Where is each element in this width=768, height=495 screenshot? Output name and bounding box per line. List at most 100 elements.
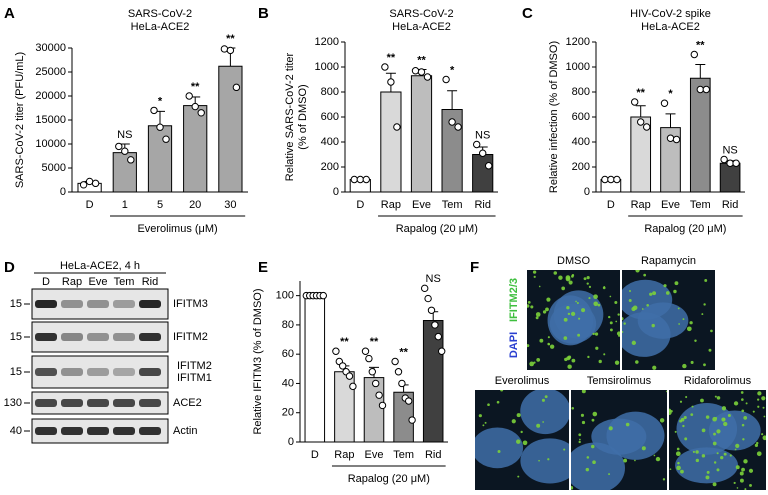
tile-label: DMSO [557, 255, 590, 267]
puncta [712, 441, 717, 446]
x-tick-label: D [311, 449, 319, 461]
bar [363, 377, 385, 443]
stain-label: DAPI [508, 332, 520, 358]
puncta [676, 447, 680, 451]
puncta [617, 313, 620, 316]
puncta [594, 332, 599, 336]
puncta [628, 299, 632, 303]
puncta [676, 465, 681, 471]
puncta [535, 312, 541, 317]
blot-band [35, 333, 57, 341]
y-tick-label: 15000 [35, 114, 66, 126]
data-point [485, 162, 493, 170]
nucleus [606, 411, 665, 460]
y-tick-label: 800 [572, 86, 590, 98]
puncta [682, 363, 687, 369]
blot-band [139, 427, 161, 435]
data-point [319, 291, 327, 300]
puncta [666, 390, 667, 393]
puncta [695, 450, 699, 454]
blot-band [113, 399, 135, 407]
data-point [185, 92, 193, 100]
bar [147, 125, 173, 193]
puncta [652, 291, 657, 296]
puncta [662, 478, 666, 481]
puncta [739, 478, 744, 483]
data-point [601, 175, 609, 184]
puncta [547, 336, 550, 339]
bar [472, 154, 494, 193]
puncta [761, 396, 766, 401]
puncta [571, 486, 574, 490]
puncta [714, 395, 717, 398]
data-point [726, 159, 734, 167]
data-point [232, 83, 241, 92]
puncta [565, 275, 571, 280]
data-point [438, 347, 446, 355]
puncta [482, 424, 485, 427]
puncta [586, 282, 589, 285]
data-point [434, 332, 442, 341]
puncta [678, 323, 681, 325]
nucleus [520, 390, 569, 435]
blot-band [35, 427, 57, 435]
data-point [660, 99, 669, 107]
y-tick-label: 20 [282, 407, 294, 419]
puncta [564, 357, 568, 362]
data-point [391, 357, 399, 366]
puncta [570, 311, 576, 317]
significance-label: NS [475, 129, 490, 141]
puncta [609, 328, 613, 332]
puncta [635, 270, 640, 273]
data-point [454, 123, 462, 131]
puncta [682, 424, 685, 428]
puncta [581, 390, 586, 394]
puncta [675, 451, 681, 457]
micrograph [622, 270, 715, 370]
puncta [530, 305, 534, 309]
data-point [339, 362, 347, 370]
nucleus [520, 438, 569, 484]
data-point [631, 98, 639, 106]
puncta [566, 306, 570, 310]
puncta [609, 321, 613, 325]
puncta [542, 421, 544, 423]
puncta [727, 413, 731, 417]
data-point [349, 382, 357, 391]
puncta [749, 483, 752, 487]
puncta [536, 358, 541, 362]
data-point [408, 416, 416, 424]
puncta [703, 303, 706, 306]
puncta [710, 329, 713, 333]
data-point [393, 123, 401, 131]
y-tick-label: 0 [333, 186, 339, 198]
blot-band [35, 399, 57, 407]
significance-label: NS [426, 273, 441, 285]
puncta [585, 467, 590, 472]
data-point [156, 123, 164, 131]
puncta [686, 326, 692, 332]
puncta [568, 280, 573, 285]
x-tick-label: Rap [631, 199, 651, 211]
nucleus [553, 290, 604, 339]
blot-band [61, 427, 83, 435]
x-axis-label: Everolimus (μM) [137, 223, 217, 235]
puncta [588, 285, 592, 288]
puncta [723, 452, 727, 456]
error-bar [447, 90, 458, 110]
puncta [608, 473, 611, 476]
bar [719, 162, 741, 193]
significance-label: ** [191, 81, 200, 93]
y-tick-label: 1200 [315, 36, 339, 48]
data-point [473, 140, 481, 149]
data-point [381, 63, 389, 71]
blot-band [139, 300, 161, 308]
micrograph [571, 390, 667, 490]
puncta [571, 358, 576, 363]
puncta [614, 360, 620, 365]
blot-band [35, 300, 57, 308]
puncta [723, 418, 726, 421]
data-point [220, 45, 229, 53]
puncta [478, 414, 482, 418]
micrograph [527, 270, 620, 370]
